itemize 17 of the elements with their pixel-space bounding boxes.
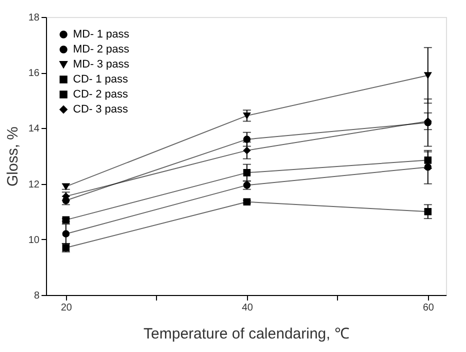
- legend-label: MD- 2 pass: [73, 44, 130, 56]
- x-axis-title: Temperature of calendaring, ℃: [144, 326, 350, 342]
- y-tick-label: 10: [28, 234, 40, 246]
- y-axis-title: Gloss, %: [4, 126, 22, 187]
- x-tick-label: 40: [242, 302, 254, 314]
- legend-label: CD- 1 pass: [73, 74, 129, 86]
- legend-label: MD- 3 pass: [73, 58, 130, 70]
- legend-label: MD- 1 pass: [73, 28, 130, 40]
- y-tick-label: 8: [34, 290, 40, 302]
- legend-label: CD- 3 pass: [73, 104, 129, 116]
- y-tick-label: 18: [28, 12, 40, 24]
- legend-label: CD- 2 pass: [73, 88, 129, 100]
- y-tick-label: 12: [28, 179, 40, 190]
- y-tick-label: 16: [28, 68, 40, 80]
- x-tick-label: 20: [60, 302, 72, 314]
- x-tick-label: 60: [422, 302, 434, 314]
- y-tick-label: 14: [28, 124, 40, 135]
